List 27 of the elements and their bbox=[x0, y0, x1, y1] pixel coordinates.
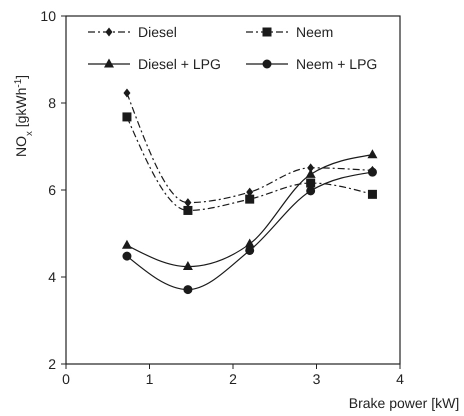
point bbox=[122, 112, 132, 122]
y-tick-label: 10 bbox=[40, 8, 56, 24]
point bbox=[182, 261, 193, 270]
point bbox=[306, 178, 316, 188]
legend-label: Neem bbox=[296, 24, 334, 40]
point bbox=[183, 285, 192, 294]
point bbox=[183, 206, 192, 215]
point bbox=[122, 252, 132, 261]
point bbox=[368, 190, 377, 199]
legend-label: Diesel + LPG bbox=[138, 56, 221, 72]
x-tick-label: 1 bbox=[146, 371, 154, 387]
x-tick-label: 3 bbox=[312, 371, 321, 387]
point bbox=[367, 149, 378, 158]
y-tick-label: 6 bbox=[48, 182, 56, 198]
point bbox=[122, 240, 132, 249]
x-tick-label: 0 bbox=[62, 371, 70, 387]
y-tick-label: 4 bbox=[48, 269, 56, 285]
x-tick-label: 2 bbox=[229, 371, 238, 387]
y-tick-label: 8 bbox=[48, 95, 56, 111]
x-axis-title: Brake power [kW] bbox=[348, 395, 460, 411]
point bbox=[123, 88, 130, 98]
point bbox=[244, 238, 255, 248]
point bbox=[245, 194, 254, 204]
legend-label: Diesel bbox=[138, 24, 177, 40]
x-tick-label: 4 bbox=[396, 371, 404, 387]
y-tick-label: 2 bbox=[48, 356, 56, 372]
legend-label: Neem + LPG bbox=[296, 56, 378, 72]
